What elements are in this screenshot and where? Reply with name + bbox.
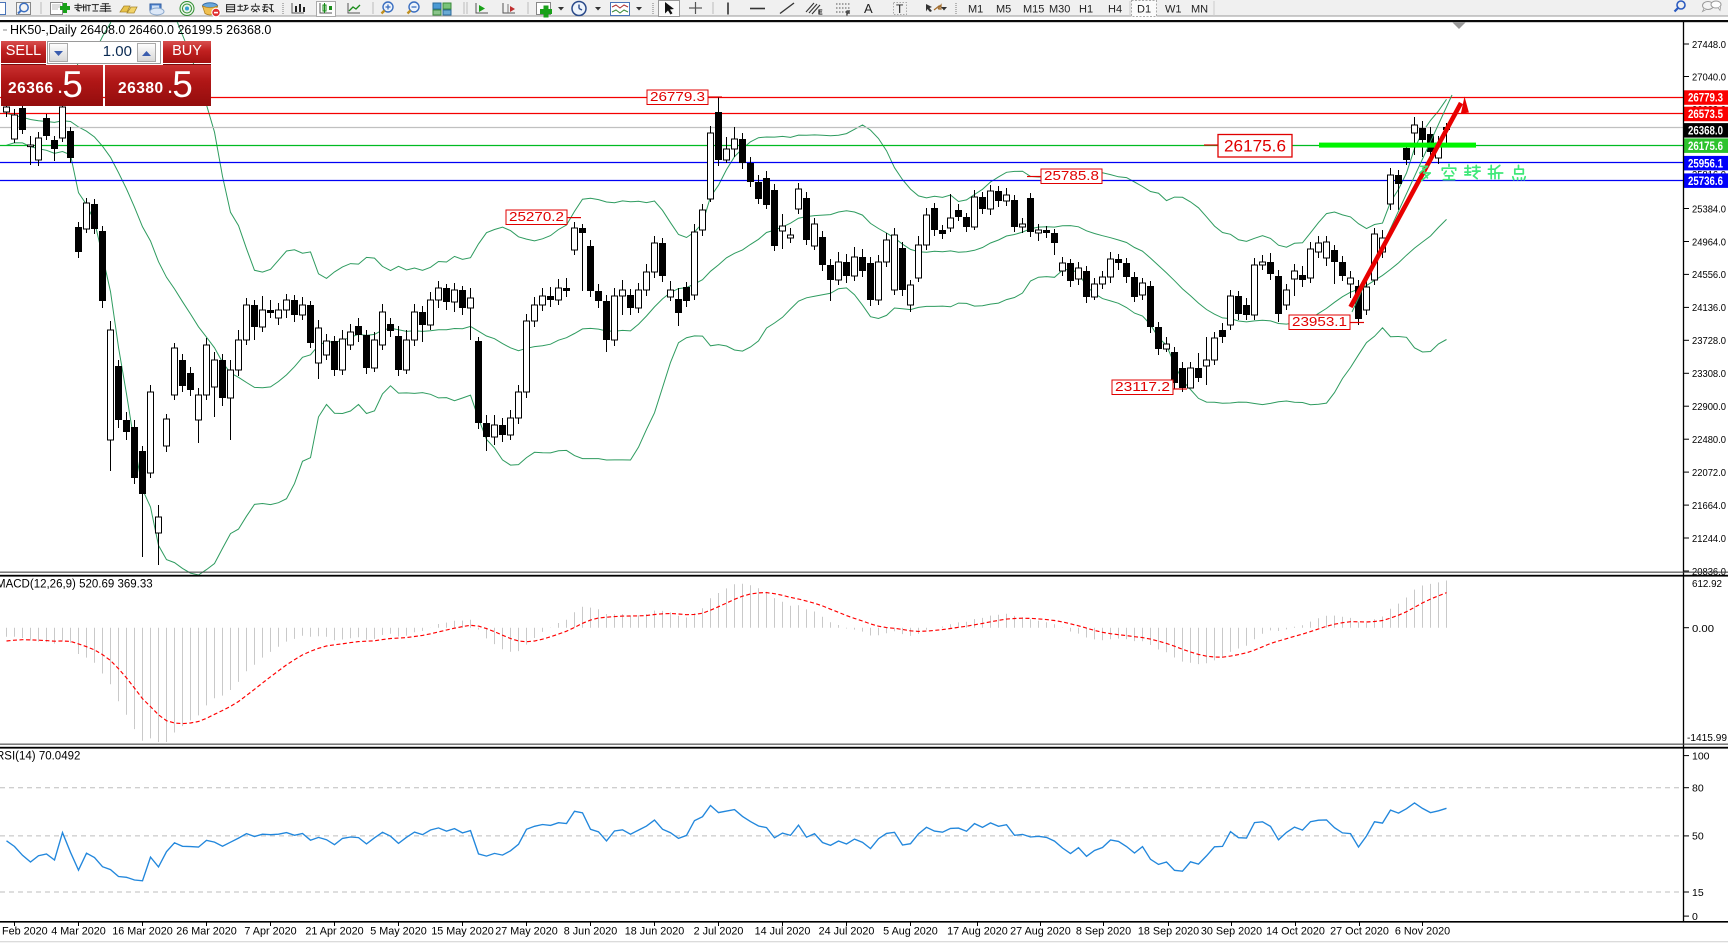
svg-text:27 Oct 2020: 27 Oct 2020: [1330, 926, 1389, 938]
svg-text:24964.0: 24964.0: [1692, 236, 1726, 248]
svg-text:21244.0: 21244.0: [1692, 533, 1726, 545]
svg-text:26 Mar 2020: 26 Mar 2020: [176, 926, 237, 938]
svg-text:26779.3: 26779.3: [1688, 93, 1723, 105]
svg-text:27 Aug 2020: 27 Aug 2020: [1010, 926, 1071, 938]
svg-text:25270.2: 25270.2: [509, 210, 564, 224]
svg-text:5 Aug 2020: 5 Aug 2020: [883, 926, 938, 938]
svg-text:25384.0: 25384.0: [1692, 203, 1726, 215]
svg-text:24 Jul 2020: 24 Jul 2020: [819, 926, 875, 938]
svg-text:21664.0: 21664.0: [1692, 500, 1726, 512]
svg-text:16 Mar 2020: 16 Mar 2020: [112, 926, 173, 938]
svg-text:26573.5: 26573.5: [1688, 109, 1724, 121]
svg-text:7 Apr 2020: 7 Apr 2020: [244, 926, 296, 938]
svg-text:23728.0: 23728.0: [1692, 335, 1726, 347]
svg-text:A: A: [864, 1, 873, 16]
svg-text:H4: H4: [1108, 4, 1122, 16]
svg-text:18 Sep 2020: 18 Sep 2020: [1138, 926, 1199, 938]
svg-text:H1: H1: [1079, 4, 1093, 16]
svg-text:M30: M30: [1049, 4, 1070, 16]
svg-text:HK50-,Daily 26408.0 26460.0 2: HK50-,Daily 26408.0 26460.0 26199.5 2636…: [10, 23, 271, 37]
svg-text:M1: M1: [968, 4, 983, 16]
svg-text:27448.0: 27448.0: [1692, 39, 1726, 51]
svg-text:22480.0: 22480.0: [1692, 434, 1726, 446]
svg-text:14 Jul 2020: 14 Jul 2020: [755, 926, 811, 938]
svg-text:80: 80: [1692, 783, 1704, 795]
svg-text:MN: MN: [1191, 4, 1208, 16]
svg-text:25785.8: 25785.8: [1044, 169, 1099, 183]
svg-text:M15: M15: [1023, 4, 1044, 16]
svg-text:0.00: 0.00: [1692, 623, 1714, 635]
svg-text:8 Sep 2020: 8 Sep 2020: [1076, 926, 1131, 938]
svg-text:M5: M5: [996, 4, 1011, 16]
svg-text:15 May 2020: 15 May 2020: [431, 926, 493, 938]
svg-text:23308.0: 23308.0: [1692, 368, 1726, 380]
svg-text:26368.0: 26368.0: [1688, 126, 1723, 138]
svg-text:26779.3: 26779.3: [650, 90, 705, 104]
svg-text:0: 0: [1692, 911, 1698, 923]
svg-text:22072.0: 22072.0: [1692, 467, 1726, 479]
svg-text:8 Jun 2020: 8 Jun 2020: [564, 926, 617, 938]
svg-text:21 Apr 2020: 21 Apr 2020: [305, 926, 363, 938]
svg-text:50: 50: [1692, 831, 1704, 843]
svg-text:6 Nov 2020: 6 Nov 2020: [1395, 926, 1450, 938]
svg-text:25956.1: 25956.1: [1688, 158, 1724, 170]
svg-text:612.92: 612.92: [1692, 578, 1722, 590]
svg-text:T: T: [896, 2, 904, 16]
svg-text:30 Sep 2020: 30 Sep 2020: [1201, 926, 1262, 938]
svg-text:2 Jul 2020: 2 Jul 2020: [694, 926, 744, 938]
svg-text:15: 15: [1692, 887, 1704, 899]
svg-text:RSI(14) 70.0492: RSI(14) 70.0492: [0, 751, 80, 763]
svg-text:26175.6: 26175.6: [1224, 138, 1286, 156]
svg-text:Feb 2020: Feb 2020: [2, 926, 48, 938]
svg-text:22900.0: 22900.0: [1692, 401, 1726, 413]
svg-text:4 Mar 2020: 4 Mar 2020: [51, 926, 106, 938]
svg-text:E: E: [818, 10, 823, 17]
svg-text:25736.6: 25736.6: [1688, 176, 1723, 188]
svg-text:D1: D1: [1137, 4, 1151, 16]
svg-text:24556.0: 24556.0: [1692, 269, 1726, 281]
svg-text:23953.1: 23953.1: [1292, 315, 1347, 329]
svg-text:27 May 2020: 27 May 2020: [495, 926, 557, 938]
svg-text:F: F: [846, 11, 851, 18]
svg-text:18 Jun 2020: 18 Jun 2020: [625, 926, 684, 938]
svg-text:26175.6: 26175.6: [1688, 141, 1723, 153]
svg-text:23117.2: 23117.2: [1115, 380, 1170, 394]
svg-text:100: 100: [1692, 750, 1710, 762]
svg-text:5 May 2020: 5 May 2020: [370, 926, 426, 938]
svg-text:27040.0: 27040.0: [1692, 71, 1726, 83]
svg-text:W1: W1: [1165, 4, 1182, 16]
svg-text:14 Oct 2020: 14 Oct 2020: [1266, 926, 1325, 938]
svg-text:MACD(12,26,9) 520.69 369.33: MACD(12,26,9) 520.69 369.33: [0, 579, 153, 591]
svg-text:24136.0: 24136.0: [1692, 302, 1726, 314]
svg-text:-1415.99: -1415.99: [1687, 732, 1727, 744]
svg-text:17 Aug 2020: 17 Aug 2020: [947, 926, 1008, 938]
